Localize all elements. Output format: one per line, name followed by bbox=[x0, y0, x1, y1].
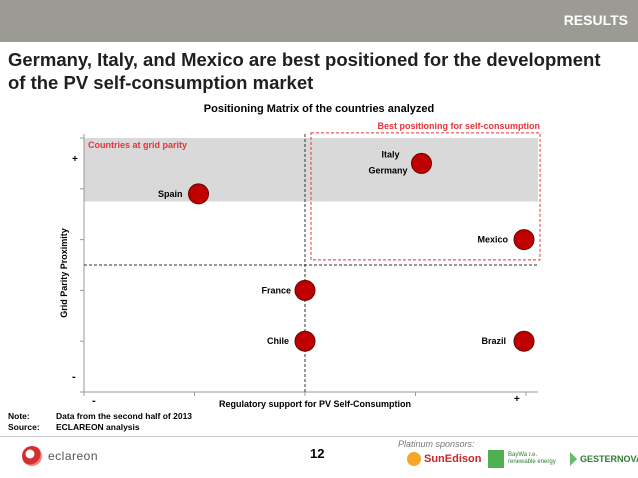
gesternova-arrow-icon bbox=[570, 452, 577, 466]
slide-title: Germany, Italy, and Mexico are best posi… bbox=[8, 49, 601, 93]
footer-divider bbox=[0, 436, 638, 437]
eclareon-logo: eclareon bbox=[22, 446, 98, 466]
point-label-france: France bbox=[261, 285, 291, 295]
y-tick-max: + bbox=[72, 154, 78, 165]
point-mexico bbox=[513, 229, 535, 251]
gesternova-logo: GESTERNOVA bbox=[570, 452, 638, 466]
point-italy bbox=[411, 152, 432, 174]
notes: Note: Data from the second half of 2013 S… bbox=[8, 411, 192, 433]
best-positioning-label: Best positioning for self-consumption bbox=[378, 121, 541, 131]
point-label-chile: Chile bbox=[267, 336, 289, 346]
y-tick-min: - bbox=[72, 371, 76, 383]
x-tick-min: - bbox=[92, 395, 96, 407]
point-brazil bbox=[513, 330, 535, 352]
eclareon-swirl-icon bbox=[22, 446, 42, 466]
x-tick-max: + bbox=[514, 394, 520, 405]
x-axis-label: Regulatory support for PV Self-Consumpti… bbox=[219, 399, 411, 409]
y-axis-label: Grid Parity Proximity bbox=[59, 228, 69, 318]
point-label-spain: Spain bbox=[158, 189, 183, 199]
point-spain bbox=[188, 183, 209, 205]
point-france bbox=[294, 279, 316, 301]
baywa-square-icon bbox=[488, 450, 504, 468]
chart-title: Positioning Matrix of the countries anal… bbox=[203, 103, 435, 115]
source-row: Source: ECLAREON analysis bbox=[8, 422, 140, 432]
point-label-mexico: Mexico bbox=[477, 235, 508, 245]
point-label-italy: Italy bbox=[381, 149, 399, 159]
best-positioning-zone bbox=[310, 132, 541, 261]
grid-parity-label: Countries at grid parity bbox=[88, 140, 187, 150]
point-label-brazil: Brazil bbox=[481, 336, 506, 346]
header-bar: RESULTS bbox=[0, 0, 638, 42]
point-chile bbox=[294, 330, 316, 352]
sponsors-label: Platinum sponsors: bbox=[398, 439, 475, 449]
section-label: RESULTS bbox=[563, 12, 628, 28]
baywa-logo: BayWa r.e. renewable energy bbox=[488, 450, 556, 468]
sunedison-logo: SunEdison bbox=[407, 452, 481, 466]
sun-icon bbox=[407, 452, 421, 466]
page-number: 12 bbox=[310, 446, 325, 461]
point-label-germany: Germany bbox=[368, 165, 407, 175]
note-row: Note: Data from the second half of 2013 bbox=[8, 411, 193, 421]
